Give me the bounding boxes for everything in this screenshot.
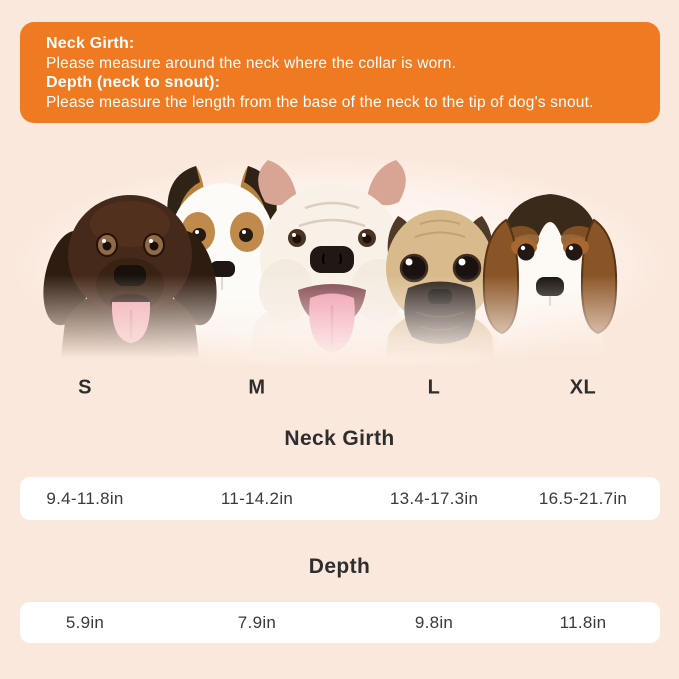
- dogs-photo: [0, 140, 679, 375]
- neck-girth-section-title: Neck Girth: [284, 427, 395, 450]
- neck-girth-value-xl: 16.5-21.7in: [538, 488, 628, 508]
- neck-girth-instruction-title: Neck Girth:: [46, 35, 135, 52]
- depth-instruction-title: Depth (neck to snout):: [46, 74, 221, 91]
- dog-photo-pug: [385, 210, 495, 365]
- neck-girth-value-l: 13.4-17.3in: [389, 488, 479, 508]
- size-label-l: L: [427, 376, 441, 399]
- neck-girth-values-row: 9.4-11.8in 11-14.2in 13.4-17.3in 16.5-21…: [20, 477, 660, 520]
- neck-girth-value-s: 9.4-11.8in: [46, 488, 124, 508]
- size-label-s: S: [78, 376, 92, 399]
- depth-value-xl: 11.8in: [559, 612, 607, 632]
- depth-value-m: 7.9in: [237, 612, 277, 632]
- size-label-xl: XL: [569, 376, 597, 399]
- depth-value-s: 5.9in: [65, 612, 105, 632]
- size-label-m: M: [248, 376, 266, 399]
- dogs-illustration: [10, 155, 670, 375]
- depth-value-l: 9.8in: [414, 612, 454, 632]
- depth-values-row: 5.9in 7.9in 9.8in 11.8in: [20, 602, 660, 643]
- depth-instruction-text: Please measure the length from the base …: [46, 93, 594, 111]
- neck-girth-value-m: 11-14.2in: [220, 488, 294, 508]
- dog-photo-english-bulldog: [250, 160, 414, 365]
- instructions-banner: Neck Girth: Please measure around the ne…: [20, 22, 660, 123]
- dog-photo-beagle: [482, 194, 618, 365]
- size-labels-row: S M L XL: [0, 371, 679, 405]
- neck-girth-instruction-text: Please measure around the neck where the…: [46, 54, 457, 72]
- depth-section-title: Depth: [308, 555, 371, 578]
- dog-photo-chocolate-labrador: [43, 195, 217, 365]
